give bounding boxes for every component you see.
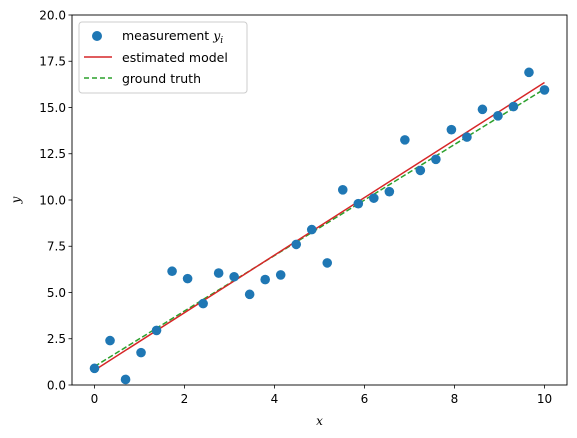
data-point — [291, 239, 302, 250]
y-tick-label: 12.5 — [39, 147, 66, 161]
data-point — [477, 104, 488, 115]
data-point — [431, 154, 441, 165]
legend-measurement-sub: i — [220, 36, 223, 46]
legend-measurement-label: measurement yi — [122, 28, 223, 46]
data-point — [415, 165, 426, 176]
x-axis-ticks: 0 2 4 6 8 10 — [91, 385, 552, 406]
data-point — [167, 266, 177, 277]
y-tick-label: 10.0 — [39, 193, 66, 207]
measurement-points — [89, 67, 550, 385]
data-point — [462, 132, 472, 142]
data-point — [213, 268, 224, 278]
y-tick-label: 15.0 — [39, 101, 66, 115]
data-point — [446, 124, 457, 135]
data-point — [508, 101, 519, 112]
data-point — [244, 289, 255, 300]
legend: measurement yi estimated model ground tr… — [78, 21, 248, 94]
data-point — [384, 186, 395, 197]
data-point — [136, 347, 146, 358]
data-point — [198, 298, 208, 309]
data-point — [182, 273, 193, 284]
x-tick-label: 0 — [91, 392, 99, 406]
legend-box — [78, 21, 248, 94]
y-tick-label: 5.0 — [47, 286, 66, 300]
y-tick-label: 7.5 — [47, 240, 66, 254]
x-tick-label: 8 — [451, 392, 459, 406]
y-tick-label: 17.5 — [39, 55, 66, 69]
legend-truth-label: ground truth — [122, 71, 201, 86]
x-tick-label: 2 — [181, 392, 189, 406]
data-point — [539, 85, 550, 95]
legend-estimated-label: estimated model — [122, 50, 228, 65]
data-point — [120, 374, 131, 385]
y-tick-label: 0.0 — [47, 378, 66, 392]
y-axis-ticks: 0.0 2.5 5.0 7.5 10.0 12.5 15.0 17.5 20.0 — [39, 8, 72, 392]
x-tick-label: 6 — [361, 392, 369, 406]
x-tick-label: 4 — [271, 392, 279, 406]
data-point — [369, 193, 379, 203]
x-tick-label: 10 — [537, 392, 552, 406]
data-point — [260, 274, 270, 285]
data-point — [89, 363, 100, 374]
data-point — [524, 67, 534, 78]
data-point — [337, 185, 348, 195]
y-axis-label: y — [9, 196, 23, 204]
y-tick-label: 2.5 — [47, 332, 66, 346]
data-point — [105, 335, 115, 346]
estimated-model-line — [94, 81, 545, 371]
data-point — [322, 258, 333, 268]
legend-measurement-var: y — [212, 28, 221, 43]
legend-measurement-prefix: measurement — [122, 28, 213, 43]
x-axis-label: x — [316, 414, 323, 428]
legend-measurement-marker — [92, 31, 102, 41]
data-point — [493, 111, 503, 121]
y-tick-label: 20.0 — [39, 8, 66, 22]
data-point — [353, 198, 364, 209]
data-point — [229, 271, 239, 282]
data-point — [151, 325, 162, 336]
data-point — [306, 224, 317, 235]
data-point — [275, 270, 286, 280]
data-point — [400, 135, 410, 145]
